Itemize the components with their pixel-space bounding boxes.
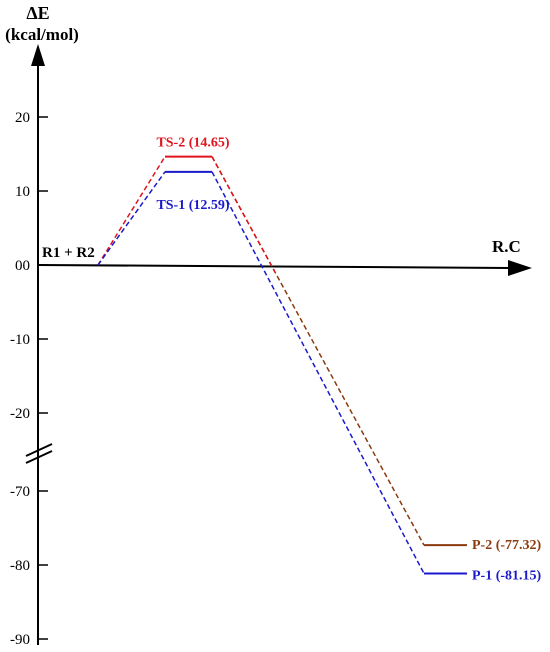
- x-axis: [37, 264, 519, 269]
- reaction-pathways: [97, 155, 467, 575]
- y-tick-label: -90: [10, 632, 30, 648]
- pathway-descent-segment: [211, 156, 276, 273]
- y-tick-label: 00: [15, 258, 30, 274]
- ts1-label: TS-1 (12.59): [156, 198, 229, 213]
- y-tick-label: -20: [10, 406, 30, 422]
- pathway-rise-segment: [97, 171, 166, 266]
- y-tick-label: 20: [15, 110, 30, 126]
- pathway-rise-segment: [97, 156, 166, 266]
- y-axis-arrowhead: [31, 44, 45, 66]
- x-axis-arrowhead: [508, 260, 532, 276]
- axis-break-mark: [25, 443, 53, 464]
- y-axis-ticks: 20 10 00 -10 -20 -70 -80 -90: [10, 110, 48, 648]
- p1-label: P-1 (-81.15): [472, 569, 542, 584]
- state-labels: TS-2 (14.65) P-2 (-77.32) TS-1 (12.59) P-1 …: [42, 136, 542, 584]
- y-tick-label: -80: [10, 558, 30, 574]
- p2-label: P-2 (-77.32): [472, 538, 542, 553]
- y-axis-title-line1: ΔE: [26, 3, 49, 23]
- ts2-label: TS-2 (14.65): [156, 136, 229, 151]
- reactant-label: R1 + R2: [42, 245, 95, 261]
- pathway-descent-segment: [211, 171, 425, 574]
- y-tick-label: -10: [10, 332, 30, 348]
- y-tick-label: 10: [15, 184, 30, 200]
- x-axis-title: R.C: [492, 237, 521, 256]
- y-axis-title-line2: (kcal/mol): [5, 25, 79, 44]
- y-tick-label: -70: [10, 484, 30, 500]
